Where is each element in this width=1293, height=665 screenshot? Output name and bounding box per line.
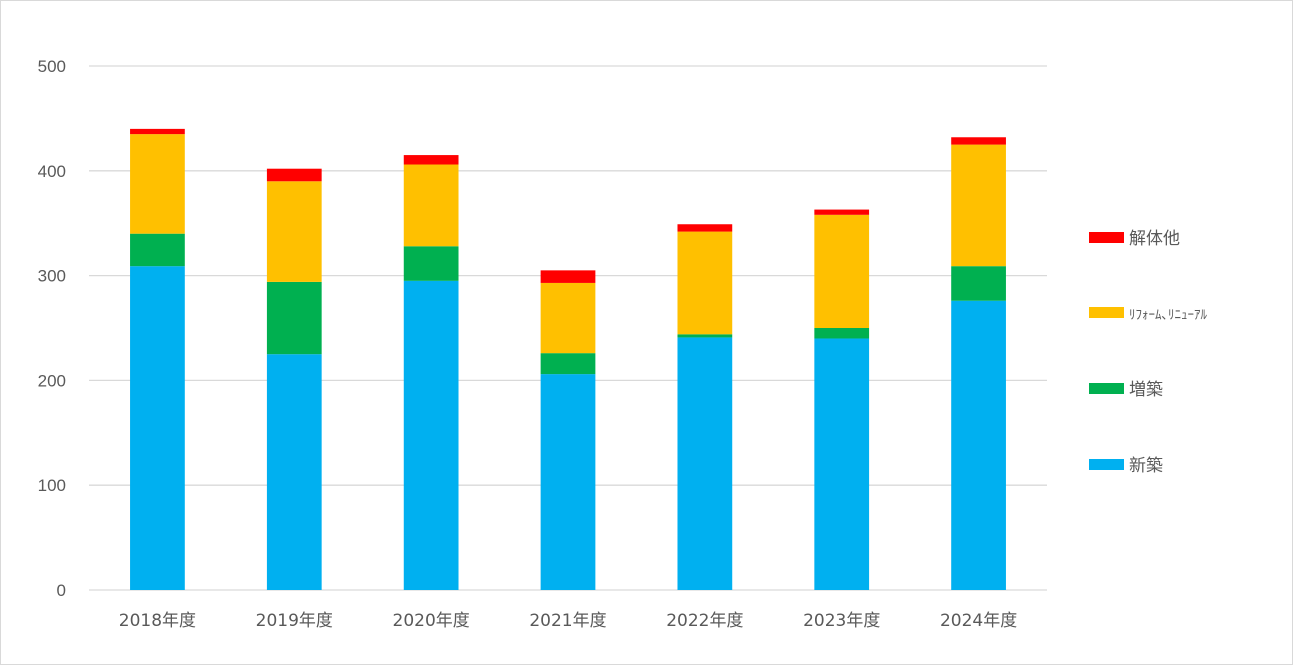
bar-segment: [130, 233, 185, 267]
bar-segment: [403, 246, 459, 281]
x-tick-label: 2024年度: [940, 611, 1017, 631]
legend-swatch: [1089, 307, 1124, 318]
bar-segment: [403, 164, 459, 247]
bar-segment: [814, 338, 870, 590]
bars: [130, 128, 1006, 590]
bar-segment: [677, 224, 733, 232]
legend-swatch: [1089, 459, 1124, 470]
bar-segment: [266, 281, 322, 355]
bar-segment: [951, 144, 1006, 267]
bar-segment: [403, 155, 459, 165]
bar-segment: [540, 270, 596, 283]
y-tick-label: 100: [38, 476, 66, 495]
x-tick-label: 2019年度: [256, 611, 333, 631]
legend-swatch: [1089, 232, 1124, 243]
x-tick-label: 2023年度: [803, 611, 880, 631]
bar-segment: [130, 266, 185, 590]
x-tick-label: 2018年度: [119, 611, 196, 631]
y-tick-label: 500: [38, 57, 66, 76]
bar-segment: [951, 137, 1006, 145]
x-axis-tick-labels: 2018年度 2019年度 2020年度 2021年度 2022年度 2023年度 2024…: [119, 611, 1017, 631]
bar-segment: [540, 353, 596, 375]
bar-segment: [130, 134, 185, 234]
y-tick-label: 400: [38, 162, 66, 181]
bar-segment: [266, 168, 322, 182]
bar-segment: [677, 334, 733, 338]
bar-segment: [814, 328, 870, 339]
bar-segment: [403, 280, 459, 590]
x-tick-label: 2021年度: [529, 611, 606, 631]
legend-label: 新築: [1129, 456, 1163, 476]
y-tick-label: 200: [38, 371, 66, 390]
bar-segment: [540, 282, 596, 354]
y-tick-label: 0: [57, 581, 66, 600]
x-tick-label: 2022年度: [666, 611, 743, 631]
legend-label: 解体他: [1129, 229, 1180, 249]
y-tick-label: 300: [38, 267, 66, 286]
bar-segment: [677, 231, 733, 335]
bar-segment: [951, 266, 1006, 301]
bar-segment: [814, 214, 870, 328]
gridlines: [89, 65, 1047, 591]
x-tick-label: 2020年度: [393, 611, 470, 631]
legend-label: 増築: [1129, 380, 1163, 400]
legend-swatch: [1089, 383, 1124, 394]
bar-segment: [540, 374, 596, 590]
bar-segment: [951, 300, 1006, 590]
bar-segment: [677, 337, 733, 590]
bar-segment: [266, 354, 322, 590]
legend-label: ﾘﾌｫｰﾑ､ﾘﾆｭｰｱﾙ: [1129, 308, 1208, 323]
bar-segment: [266, 181, 322, 282]
bar-segment: [814, 209, 870, 215]
y-axis-tick-labels: 0 100 200 300 400 500: [38, 57, 66, 600]
bar-segment: [130, 128, 185, 135]
